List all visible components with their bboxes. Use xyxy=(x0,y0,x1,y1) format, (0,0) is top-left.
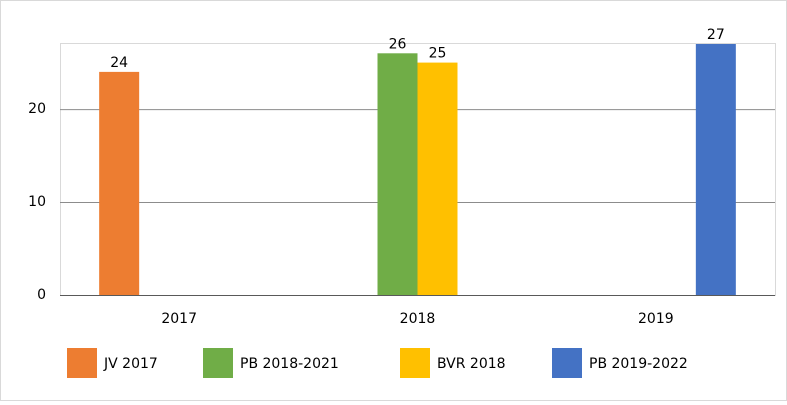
x-tick-label: 2019 xyxy=(638,311,674,327)
data-label: 24 xyxy=(110,55,128,71)
y-tick-label: 0 xyxy=(37,287,46,303)
bar xyxy=(377,53,418,295)
data-label: 27 xyxy=(707,27,725,43)
y-tick-label: 20 xyxy=(28,101,46,117)
legend-swatch xyxy=(67,348,97,378)
x-tick-label: 2018 xyxy=(400,311,436,327)
bar xyxy=(695,44,736,295)
legend-label: JV 2017 xyxy=(103,356,158,372)
x-tick-label: 2017 xyxy=(161,311,197,327)
legend-label: BVR 2018 xyxy=(437,356,506,372)
bar xyxy=(417,62,458,296)
legend-swatch xyxy=(203,348,233,378)
data-label: 25 xyxy=(429,46,447,62)
legend-swatch xyxy=(552,348,582,378)
legend-label: PB 2019-2022 xyxy=(589,356,688,372)
bar xyxy=(99,71,140,295)
legend-label: PB 2018-2021 xyxy=(240,356,339,372)
data-label: 26 xyxy=(389,36,407,52)
legend-swatch xyxy=(400,348,430,378)
y-tick-label: 10 xyxy=(28,194,46,210)
